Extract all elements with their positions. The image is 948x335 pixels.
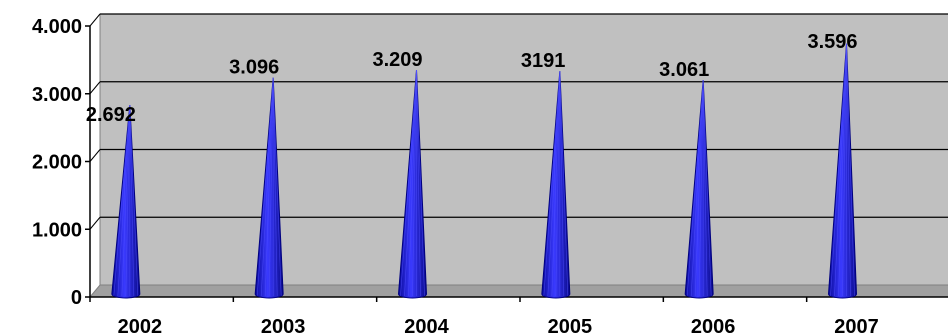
cone-shading bbox=[559, 71, 565, 297]
cone-shading bbox=[551, 71, 561, 297]
gridline-depth bbox=[89, 149, 101, 162]
cone-shading bbox=[416, 69, 421, 297]
cone-shading bbox=[694, 80, 704, 297]
x-axis-ticks: 2002 2003 2004 2005 2006 2007 bbox=[89, 297, 879, 335]
gridline-depth bbox=[89, 216, 101, 230]
x-tick-label: 2003 bbox=[261, 316, 306, 335]
cone-shading bbox=[838, 43, 847, 297]
data-label: 3.596 bbox=[808, 31, 858, 53]
cone-shading bbox=[272, 77, 282, 297]
y-tick-label: 2.000 bbox=[32, 152, 82, 174]
cone-shading bbox=[264, 77, 274, 297]
cone-2005 bbox=[541, 71, 571, 299]
x-tick-label: 2004 bbox=[404, 316, 449, 335]
cone-2004 bbox=[397, 69, 428, 299]
cone-shading bbox=[702, 80, 708, 297]
cone-shading bbox=[129, 105, 135, 297]
y-tick-label: 0 bbox=[71, 287, 82, 309]
cone-shading bbox=[543, 71, 561, 297]
y-tick-label: 3.000 bbox=[32, 84, 82, 106]
cone-shading bbox=[702, 80, 712, 297]
cone-2002 bbox=[111, 104, 141, 299]
cone-shading bbox=[846, 43, 851, 297]
cone-shading bbox=[129, 105, 139, 297]
data-label: 3.096 bbox=[229, 57, 279, 79]
cone-shading bbox=[690, 80, 704, 297]
cone-shading bbox=[547, 71, 561, 297]
x-tick-label: 2007 bbox=[834, 316, 879, 335]
cone-2006 bbox=[684, 79, 714, 299]
cone-2007 bbox=[827, 43, 858, 299]
cone-shading bbox=[842, 43, 847, 297]
x-tick-label: 2005 bbox=[548, 316, 593, 335]
cone-shading bbox=[698, 80, 704, 297]
y-tick-label: 4.000 bbox=[32, 16, 82, 38]
cone-shading bbox=[408, 69, 417, 297]
cone-shading bbox=[256, 77, 274, 297]
cone-2003 bbox=[254, 77, 284, 299]
data-label: 3191 bbox=[521, 50, 566, 72]
cone-shading bbox=[404, 69, 417, 297]
cone-shading bbox=[416, 69, 425, 297]
y-axis-ticks: 0 1.000 2.000 3.000 4.000 bbox=[32, 16, 90, 309]
cone-shading bbox=[125, 105, 131, 297]
cone-shading bbox=[686, 79, 704, 297]
plot-floor bbox=[88, 284, 948, 298]
cone-shading bbox=[555, 71, 561, 297]
cone-shading bbox=[121, 105, 131, 297]
cone-shading bbox=[272, 77, 278, 297]
cone-shading bbox=[412, 69, 417, 297]
data-label: 2.692 bbox=[86, 104, 136, 126]
x-tick-label: 2006 bbox=[691, 316, 736, 335]
y-tick-label: 1.000 bbox=[32, 219, 82, 241]
cone-shading bbox=[846, 43, 855, 297]
cone-shading bbox=[260, 77, 274, 297]
cone-shading bbox=[834, 43, 847, 297]
cone-shading bbox=[400, 69, 417, 297]
cone-shading bbox=[559, 71, 569, 297]
x-tick-label: 2002 bbox=[118, 316, 163, 335]
data-labels: 2.692 3.096 3.209 3191 3.061 3.596 bbox=[86, 31, 858, 126]
cone-shading bbox=[113, 104, 131, 297]
gridline-depth bbox=[89, 13, 101, 27]
data-label: 3.209 bbox=[373, 49, 423, 71]
cone-shading bbox=[268, 77, 274, 297]
data-label: 3.061 bbox=[659, 59, 709, 81]
cone-shading bbox=[117, 104, 131, 297]
gridline-depth bbox=[89, 81, 101, 95]
cone-shading bbox=[830, 43, 847, 297]
cone-series bbox=[111, 43, 858, 299]
gridlines bbox=[89, 13, 948, 230]
